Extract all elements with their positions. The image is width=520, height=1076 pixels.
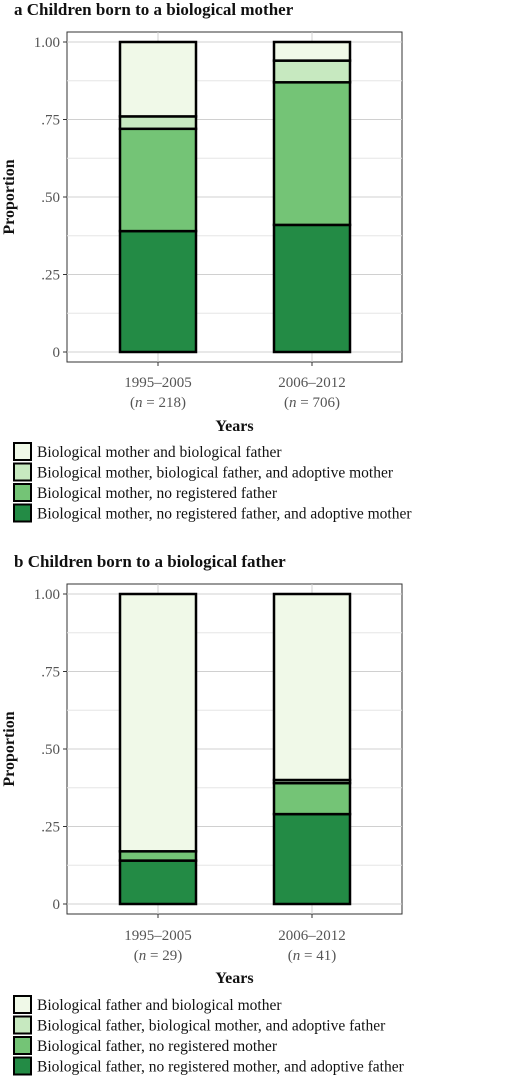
legend-swatch xyxy=(13,462,32,482)
legend-swatch xyxy=(13,483,32,502)
legend-swatch xyxy=(13,1015,32,1035)
sample-size-part: 706 xyxy=(312,395,335,411)
sample-size-label: (n = 706) xyxy=(284,395,340,411)
y-axis-title: Proportion xyxy=(1,711,18,786)
sample-size-part: = xyxy=(143,395,159,411)
panel-title: a Children born to a biological mother xyxy=(14,0,294,19)
legend-label: Biological mother and biological father xyxy=(37,444,282,461)
legend-label: Biological father, no registered mother,… xyxy=(37,1059,405,1076)
sample-size-part: ) xyxy=(331,948,336,964)
legend-label: Biological mother, biological father, an… xyxy=(37,465,394,482)
bar-segment xyxy=(118,229,198,354)
bar-segment xyxy=(118,127,198,233)
bar-segment xyxy=(272,812,352,906)
y-tick-label: 0 xyxy=(53,897,61,913)
x-tick-label: 1995–2005 xyxy=(124,928,192,944)
y-tick-label: .25 xyxy=(41,820,60,836)
y-tick-label: .50 xyxy=(41,190,60,206)
sample-size-part: ) xyxy=(181,395,186,411)
legend-label: Biological father and biological mother xyxy=(37,997,282,1014)
legend-label: Biological father, biological mother, an… xyxy=(37,1018,386,1035)
bar-segment xyxy=(118,592,198,853)
sample-size-part: n xyxy=(135,395,143,411)
x-tick-label: 1995–2005 xyxy=(124,375,192,391)
sample-size-part: ( xyxy=(130,395,135,411)
sample-size-part: 29 xyxy=(162,948,177,964)
sample-size-part: ( xyxy=(288,948,293,964)
sample-size-part: ) xyxy=(335,395,340,411)
sample-size-part: = xyxy=(146,948,162,964)
sample-size-label: (n = 41) xyxy=(288,948,336,964)
sample-size-part: n xyxy=(293,948,301,964)
sample-size-part: n xyxy=(139,948,147,964)
y-tick-label: .75 xyxy=(41,113,60,129)
y-tick-label: 1.00 xyxy=(34,35,60,51)
bar-segment xyxy=(272,81,352,227)
legend-swatch xyxy=(13,1056,32,1076)
y-tick-label: .50 xyxy=(41,742,60,758)
sample-size-part: ) xyxy=(177,948,182,964)
y-tick-label: .75 xyxy=(41,665,60,681)
y-axis-title: Proportion xyxy=(1,159,18,234)
chart-panel-a: a Children born to a biological mother 0.… xyxy=(1,0,412,523)
bar-segment xyxy=(118,40,198,118)
legend-label: Biological father, no registered mother xyxy=(37,1038,278,1055)
bar-segment xyxy=(118,850,198,862)
legend-swatch xyxy=(13,442,32,461)
sample-size-part: ( xyxy=(134,948,139,964)
bar-segment xyxy=(118,859,198,906)
legend-swatch xyxy=(13,503,32,523)
bar-segment xyxy=(272,59,352,84)
x-tick-label: 2006–2012 xyxy=(278,928,346,944)
y-tick-label: 0 xyxy=(53,345,61,361)
legend-swatch xyxy=(13,1036,32,1055)
y-tick-label: 1.00 xyxy=(34,587,60,603)
bar-segment xyxy=(272,592,352,782)
sample-size-part: 41 xyxy=(316,948,331,964)
bar-segment xyxy=(118,115,198,131)
sample-size-label: (n = 29) xyxy=(134,948,182,964)
x-axis-title: Years xyxy=(215,418,253,435)
panel-title: b Children born to a biological father xyxy=(14,552,286,571)
chart-panel-b: b Children born to a biological father 0.… xyxy=(1,552,405,1076)
sample-size-part: 218 xyxy=(158,395,181,411)
y-tick-label: .25 xyxy=(41,268,60,284)
x-axis-title: Years xyxy=(215,970,253,987)
sample-size-part: ( xyxy=(284,395,289,411)
bar-segment xyxy=(272,223,352,354)
legend-label: Biological mother, no registered father,… xyxy=(37,506,412,523)
sample-size-part: = xyxy=(300,948,316,964)
sample-size-label: (n = 218) xyxy=(130,395,186,411)
x-tick-label: 2006–2012 xyxy=(278,375,346,391)
bar-segment xyxy=(272,40,352,62)
legend-swatch xyxy=(13,995,32,1014)
bar-segment xyxy=(272,781,352,816)
sample-size-part: n xyxy=(289,395,297,411)
legend-label: Biological mother, no registered father xyxy=(37,485,278,502)
sample-size-part: = xyxy=(297,395,313,411)
